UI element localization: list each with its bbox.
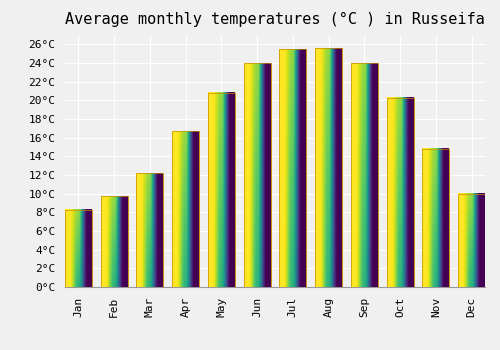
- Bar: [386, 98, 413, 287]
- Bar: [351, 63, 378, 287]
- Bar: [386, 98, 413, 287]
- Bar: [244, 63, 270, 287]
- Bar: [100, 196, 128, 287]
- Bar: [65, 210, 92, 287]
- Bar: [458, 194, 485, 287]
- Bar: [315, 48, 342, 287]
- Bar: [172, 131, 199, 287]
- Bar: [315, 48, 342, 287]
- Bar: [208, 93, 235, 287]
- Title: Average monthly temperatures (°C ) in Russeifa: Average monthly temperatures (°C ) in Ru…: [65, 12, 485, 27]
- Bar: [422, 149, 450, 287]
- Bar: [280, 49, 306, 287]
- Bar: [136, 173, 164, 287]
- Bar: [136, 173, 164, 287]
- Bar: [458, 194, 485, 287]
- Bar: [65, 210, 92, 287]
- Bar: [100, 196, 128, 287]
- Bar: [422, 149, 450, 287]
- Bar: [172, 131, 199, 287]
- Bar: [244, 63, 270, 287]
- Bar: [208, 93, 235, 287]
- Bar: [351, 63, 378, 287]
- Bar: [280, 49, 306, 287]
